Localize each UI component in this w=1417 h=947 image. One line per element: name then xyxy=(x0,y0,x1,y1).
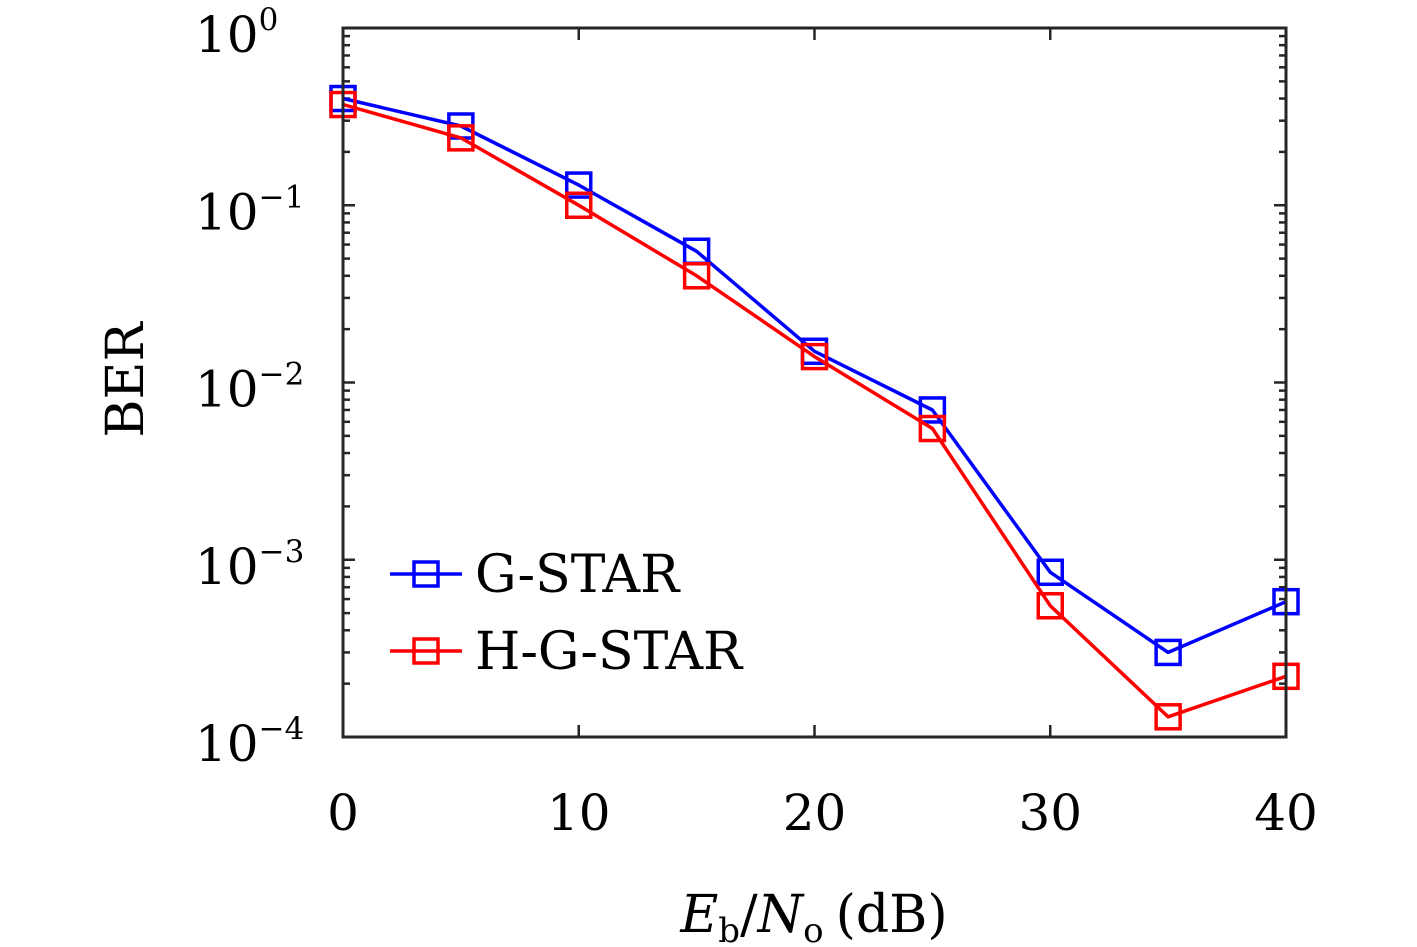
legend-entry: H-G-STAR xyxy=(390,622,744,682)
series-line xyxy=(342,102,1287,719)
x-axis-title-n: N xyxy=(756,885,805,945)
y-tick-label-base: 10 xyxy=(195,715,259,773)
data-point-marker xyxy=(1154,703,1182,731)
data-point-marker xyxy=(1036,592,1064,620)
x-tick-label: 0 xyxy=(327,784,359,842)
y-tick-label: 10−4 xyxy=(195,711,304,773)
data-point-marker xyxy=(918,414,947,443)
plot-frame xyxy=(341,26,1288,739)
data-point-marker xyxy=(918,396,947,424)
y-tick-label-base: 10 xyxy=(195,183,259,241)
data-point-marker xyxy=(1154,638,1182,667)
legend-entry: G-STAR xyxy=(390,545,681,605)
x-axis-title-e: E xyxy=(679,885,718,945)
data-point-marker xyxy=(565,171,593,199)
y-tick-label-exponent: −4 xyxy=(259,711,305,747)
y-tick-label: 10−3 xyxy=(195,534,304,596)
y-tick-label-exponent: −1 xyxy=(259,179,305,215)
x-tick-label: 20 xyxy=(783,784,847,842)
x-axis-title: Eb/No (dB) xyxy=(679,885,947,947)
y-tick-label: 10−1 xyxy=(195,179,304,241)
data-point-marker xyxy=(447,124,475,152)
series-line xyxy=(342,96,1287,655)
data-point-marker xyxy=(800,342,829,371)
y-tick-label-base: 10 xyxy=(195,6,259,64)
y-tick-label-exponent: −3 xyxy=(259,534,305,570)
y-tick-label-exponent: 0 xyxy=(259,2,279,38)
x-tick-label: 30 xyxy=(1018,784,1082,842)
legend-label: G-STAR xyxy=(475,545,681,605)
x-tick-labels: 0 10 20 30 40 xyxy=(327,784,1318,842)
y-tick-label-exponent: −2 xyxy=(259,357,305,393)
data-point-marker xyxy=(1036,558,1064,587)
x-axis-title-sub-b: b xyxy=(718,911,740,947)
plot-series xyxy=(329,84,1300,731)
legend-label: H-G-STAR xyxy=(475,622,744,682)
y-tick-label-base: 10 xyxy=(195,361,259,419)
legend: G-STAR H-G-STAR xyxy=(390,545,744,682)
data-point-marker xyxy=(565,191,593,219)
x-axis-title-sub-o: o xyxy=(803,911,823,947)
x-axis-title-unit: (dB) xyxy=(836,885,948,945)
y-tick-label: 100 xyxy=(195,2,278,64)
legend-marker xyxy=(412,637,440,665)
y-tick-label: 10−2 xyxy=(195,357,304,419)
x-axis-title-slash: / xyxy=(740,885,758,945)
legend-marker xyxy=(412,560,440,588)
x-tick-label: 10 xyxy=(547,784,611,842)
y-tick-label-base: 10 xyxy=(195,538,259,596)
y-axis-title: BER xyxy=(96,320,156,437)
x-tick-label: 40 xyxy=(1254,784,1318,842)
data-point-marker xyxy=(682,262,711,290)
